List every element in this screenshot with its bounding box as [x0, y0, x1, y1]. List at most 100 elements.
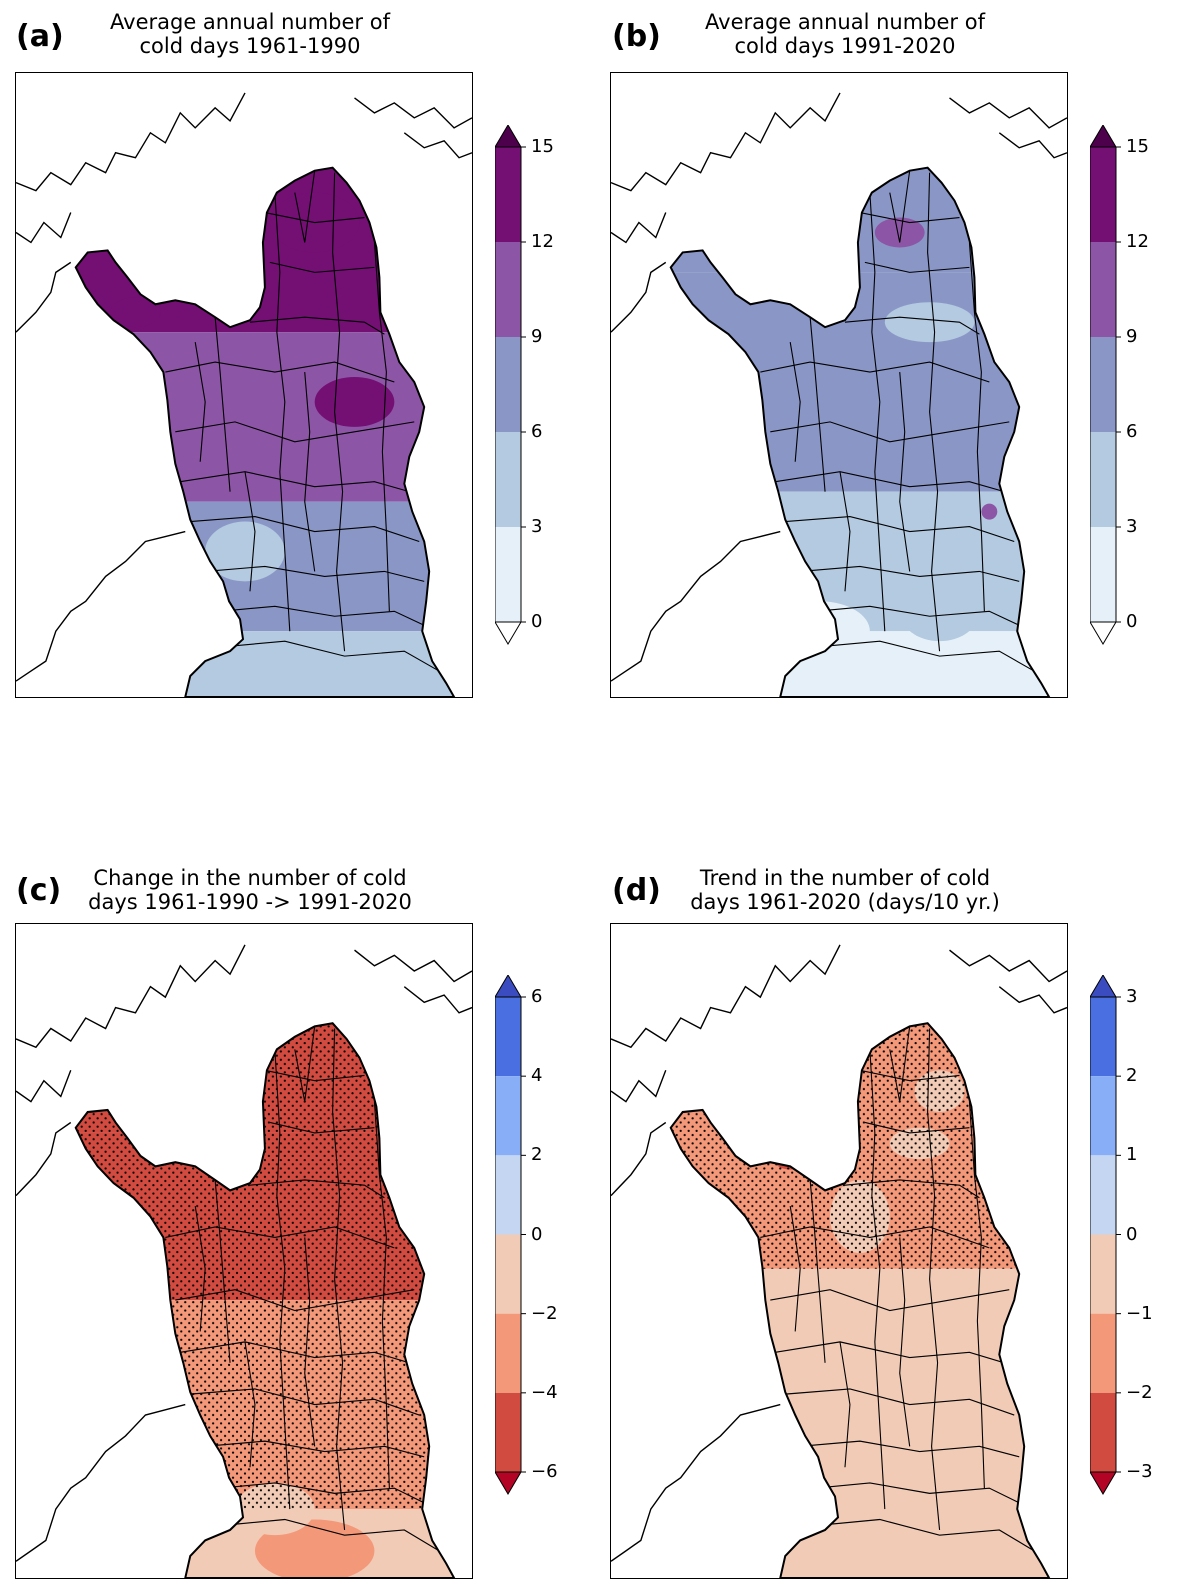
- field-fill: [75, 167, 455, 697]
- field-band: [75, 1023, 455, 1133]
- colorbar: 15 12 9 6 3 0: [495, 125, 585, 650]
- colorbar-segment: [495, 527, 521, 622]
- colorbar-tick-label: −1: [1126, 1302, 1153, 1324]
- colorbar: 6 4 2 0 −2 −4 −6: [495, 975, 585, 1500]
- colorbar-tick-label: 3: [1126, 516, 1138, 537]
- colorbar-tick-label: 0: [531, 611, 543, 632]
- colorbar-tick-label: 1: [1126, 1144, 1138, 1166]
- panel-title: Trend in the number of cold days 1961-20…: [665, 866, 1025, 914]
- colorbar-segment: [495, 1234, 521, 1314]
- colorbar-segment: [1090, 1076, 1116, 1156]
- colorbar-tick-label: 6: [531, 986, 543, 1007]
- colorbar-extend-bottom: [495, 1471, 522, 1495]
- colorbar-tick-label: 0: [1126, 1223, 1138, 1245]
- colorbar-segment: [495, 1155, 521, 1235]
- colorbar-tick-label: −4: [531, 1381, 558, 1403]
- colorbar-segment: [1090, 1155, 1116, 1235]
- colorbar-extend-bottom: [1090, 1471, 1117, 1495]
- colorbar: 15 12 9 6 3 0: [1090, 125, 1180, 650]
- colorbar-tick-label: 12: [531, 231, 554, 252]
- colorbar: 3 2 1 0 −1 −2 −3: [1090, 975, 1180, 1500]
- colorbar-tick-label: −2: [531, 1302, 558, 1324]
- colorbar-extend-bottom: [1090, 621, 1117, 645]
- field-band: [670, 167, 1050, 273]
- panel-title-line-2: days 1961-1990 -> 1991-2020: [88, 890, 412, 914]
- country-outline: [669, 1022, 1051, 1578]
- field-blob: [874, 217, 925, 248]
- country-outline: [74, 1022, 456, 1578]
- colorbar-tick-label: 2: [1126, 1065, 1138, 1087]
- panel-title-line-2: cold days 1961-1990: [139, 34, 361, 58]
- country-outline: [74, 166, 456, 697]
- colorbar-svg: [495, 975, 526, 1495]
- colorbar-extend-bottom: [495, 621, 522, 645]
- region-boundaries: [115, 1026, 440, 1552]
- colorbar-segment: [495, 337, 521, 432]
- colorbar-extend-top: [1090, 975, 1117, 998]
- colorbar-segment: [1090, 337, 1116, 432]
- colorbar-segment: [1090, 432, 1116, 527]
- panel-title: Change in the number of cold days 1961-1…: [70, 866, 430, 914]
- colorbar-tick-label: 6: [531, 421, 543, 442]
- colorbar-segment: [495, 1076, 521, 1156]
- colorbar-segment: [495, 432, 521, 527]
- panel-title-line-1: Average annual number of: [110, 10, 390, 34]
- map-svg: [16, 944, 472, 1578]
- colorbar-segment: [1090, 1392, 1116, 1472]
- map-svg: [611, 92, 1067, 697]
- colorbar-tick-label: 9: [531, 326, 543, 347]
- field-blob: [110, 297, 161, 328]
- coastlines: [16, 92, 472, 682]
- sea-fill: [780, 1517, 850, 1578]
- panel-letter: (a): [16, 19, 64, 54]
- colorbar-segment: [1090, 1234, 1116, 1314]
- panel-title-line-2: days 1961-2020 (days/10 yr.): [690, 890, 1000, 914]
- colorbar-tick-label: 0: [531, 1223, 543, 1245]
- colorbar-tick-label: 6: [1126, 421, 1138, 442]
- map-svg: [16, 92, 472, 697]
- map-frame: [610, 923, 1068, 1579]
- colorbar-tick-label: 12: [1126, 231, 1149, 252]
- colorbar-segment: [495, 1313, 521, 1393]
- field-blob: [981, 503, 998, 520]
- panel-title: Average annual number of cold days 1961-…: [70, 10, 430, 58]
- colorbar-tick-label: 0: [1126, 611, 1138, 632]
- field-band: [75, 167, 455, 333]
- sea-fill: [185, 639, 255, 697]
- panel-letter: (b): [612, 19, 661, 54]
- panel-title: Average annual number of cold days 1991-…: [665, 10, 1025, 58]
- colorbar-tick-label: 15: [1126, 136, 1149, 157]
- panel-letter: (d): [612, 873, 661, 908]
- coastlines: [611, 92, 1067, 682]
- region-boundaries: [710, 1026, 1035, 1552]
- field-band: [670, 272, 1050, 492]
- colorbar-segment: [495, 242, 521, 337]
- field-blob: [884, 302, 975, 343]
- colorbar-tick-label: 3: [531, 516, 543, 537]
- colorbar-tick-label: −3: [1126, 1461, 1153, 1482]
- colorbar-segment: [1090, 527, 1116, 622]
- panel-title-line-1: Average annual number of: [705, 10, 985, 34]
- country-outline: [669, 166, 1051, 697]
- field-fill: [670, 167, 1050, 697]
- sea-fill: [185, 1517, 255, 1578]
- colorbar-svg: [1090, 125, 1121, 645]
- map-frame: [610, 72, 1068, 698]
- colorbar-segment: [1090, 147, 1116, 242]
- significance-stippling: [670, 1023, 1050, 1269]
- colorbar-tick-label: 15: [531, 136, 554, 157]
- colorbar-segment: [495, 997, 521, 1077]
- colorbar-extend-top: [495, 975, 522, 998]
- panel-title-line-1: Trend in the number of cold: [699, 866, 991, 890]
- coastlines: [611, 944, 1067, 1562]
- panel-title-line-2: cold days 1991-2020: [734, 34, 956, 58]
- colorbar-tick-label: 3: [1126, 986, 1138, 1007]
- colorbar-extend-top: [1090, 125, 1117, 148]
- colorbar-tick-label: −6: [531, 1461, 558, 1482]
- map-frame: [15, 923, 473, 1579]
- colorbar-extend-top: [495, 125, 522, 148]
- map-frame: [15, 72, 473, 698]
- field-band: [75, 332, 455, 502]
- colorbar-svg: [1090, 975, 1121, 1495]
- field-blob: [314, 377, 395, 427]
